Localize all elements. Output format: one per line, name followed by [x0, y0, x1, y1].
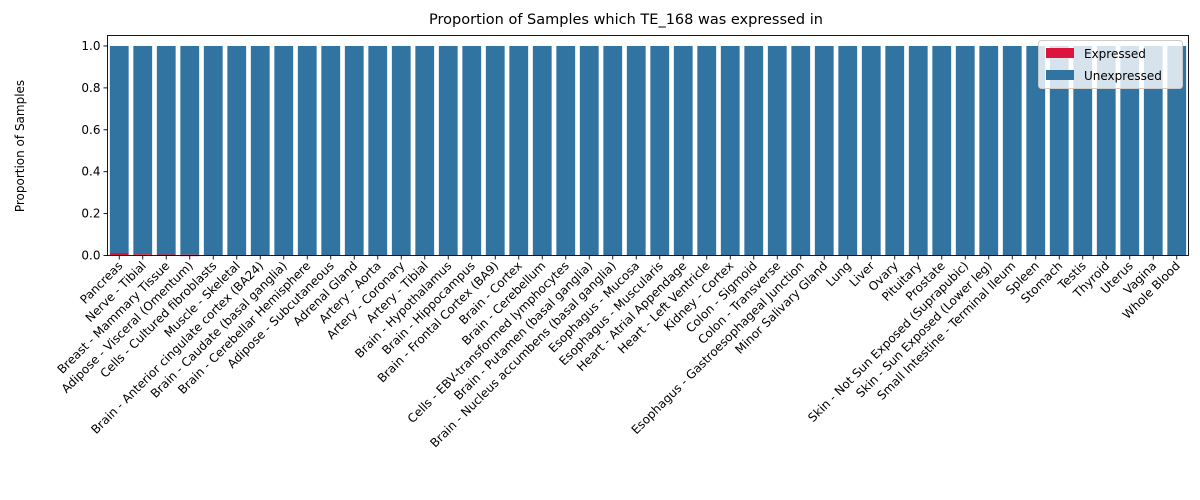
bar-unexpressed: [1167, 45, 1187, 256]
bar-unexpressed: [955, 45, 975, 256]
bar-unexpressed: [1073, 45, 1093, 256]
chart-title: Proportion of Samples which TE_168 was e…: [429, 12, 823, 28]
bar-unexpressed: [932, 45, 952, 256]
bar-unexpressed: [344, 45, 364, 256]
bar-unexpressed: [250, 45, 270, 256]
bar-unexpressed: [109, 45, 129, 253]
legend-swatch-expressed: [1046, 48, 1074, 58]
bar-unexpressed: [1096, 45, 1116, 256]
y-tick-label: 0.4: [81, 165, 100, 179]
bar-unexpressed: [1002, 45, 1022, 256]
bar-unexpressed: [885, 45, 905, 256]
bar-unexpressed: [462, 45, 482, 256]
bar-unexpressed: [1026, 45, 1046, 256]
legend: Expressed Unexpressed: [1038, 40, 1183, 89]
bar-unexpressed: [415, 45, 435, 256]
bar-unexpressed: [814, 45, 834, 256]
y-tick-label: 0.6: [81, 123, 100, 137]
plot-frame: [107, 35, 1189, 256]
bar-unexpressed: [626, 45, 646, 256]
legend-label-expressed: Expressed: [1084, 47, 1146, 61]
x-tick-label: Lung: [823, 259, 854, 290]
y-tick-label: 0.8: [81, 81, 100, 95]
bar-unexpressed: [767, 45, 787, 256]
legend-label-unexpressed: Unexpressed: [1084, 69, 1162, 83]
bar-unexpressed: [180, 45, 200, 255]
bar-unexpressed: [438, 45, 458, 256]
bar-unexpressed: [720, 45, 740, 256]
y-tick-label: 1.0: [81, 39, 100, 53]
bar-unexpressed: [133, 45, 153, 255]
bar-unexpressed: [227, 45, 247, 256]
bar-unexpressed: [203, 45, 223, 256]
bar-unexpressed: [908, 45, 928, 256]
y-tick-label: 0.0: [81, 249, 100, 263]
bar-unexpressed: [697, 45, 717, 256]
bar-unexpressed: [579, 45, 599, 256]
bar-unexpressed: [156, 45, 176, 255]
bar-expressed: [109, 252, 129, 256]
bar-unexpressed: [838, 45, 858, 256]
bar-unexpressed: [556, 45, 576, 256]
bar-unexpressed: [297, 45, 317, 256]
bar-unexpressed: [791, 45, 811, 256]
y-axis: 0.0 0.2 0.4 0.6 0.8 1.0: [81, 39, 108, 263]
bar-unexpressed: [368, 45, 388, 256]
legend-swatch-unexpressed: [1046, 70, 1074, 80]
bar-unexpressed: [1049, 45, 1069, 256]
bar-unexpressed: [650, 45, 670, 256]
bar-unexpressed: [603, 45, 623, 256]
bar-unexpressed: [861, 45, 881, 256]
bars-group: [109, 45, 1187, 257]
bar-unexpressed: [673, 45, 693, 256]
bar-unexpressed: [391, 45, 411, 256]
bar-unexpressed: [509, 45, 529, 256]
bar-unexpressed: [1120, 45, 1140, 256]
bar-unexpressed: [1143, 45, 1163, 256]
bar-unexpressed: [532, 45, 552, 256]
y-tick-label: 0.2: [81, 207, 100, 221]
bar-unexpressed: [321, 45, 341, 256]
bar-expressed: [133, 254, 153, 256]
bar-unexpressed: [274, 45, 294, 256]
bar-unexpressed: [744, 45, 764, 256]
bar-unexpressed: [979, 45, 999, 256]
y-axis-label: Proportion of Samples: [13, 80, 27, 212]
legend-box: [1038, 40, 1183, 89]
bar-unexpressed: [485, 45, 505, 256]
